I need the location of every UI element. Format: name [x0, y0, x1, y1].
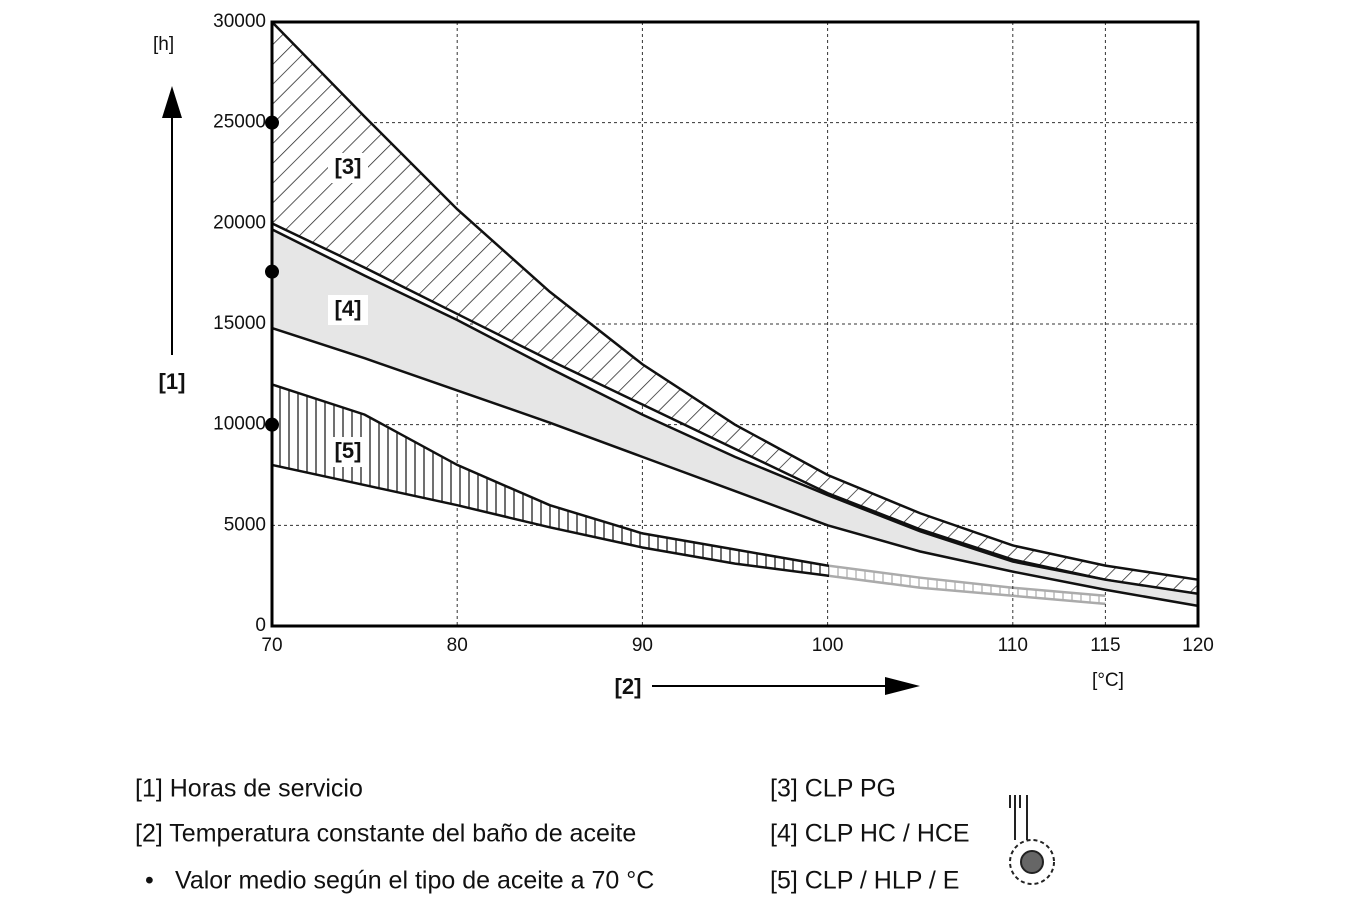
band-upper [271, 383, 829, 568]
x-tick-label: 100 [812, 635, 844, 656]
legend: [1] Horas de servicio [2] Temperatura co… [135, 775, 1055, 895]
band-upper [271, 21, 1199, 581]
y-unit: [h] [153, 34, 174, 55]
legend-item: Valor medio según el tipo de aceite a 70… [175, 867, 654, 895]
x-tick-label: 115 [1090, 635, 1120, 656]
y-tick-label: 10000 [213, 414, 266, 435]
band-area [272, 22, 1198, 596]
x-tick-label: 70 [261, 635, 282, 656]
legend-item: [2] Temperatura constante del baño de ac… [135, 820, 636, 848]
legend-item: [5] CLP / HLP / E [770, 867, 959, 895]
x-tick-label: 90 [632, 635, 653, 656]
band-area [829, 565, 1106, 604]
mean-dot [265, 115, 279, 130]
band-label: [3] [335, 154, 362, 179]
band-upper [829, 564, 1106, 598]
food-grade-icon [1009, 795, 1055, 885]
band-group [271, 21, 1199, 598]
x-arrow-head [885, 677, 920, 695]
band-group [271, 383, 829, 578]
x-unit: [°C] [1092, 670, 1124, 691]
bullet: • [145, 867, 154, 895]
band-label-bg [328, 437, 368, 467]
plot-frame [270, 20, 1200, 628]
y-arrow-head [162, 86, 182, 118]
y-tick-label: 15000 [213, 313, 266, 334]
band-label-bg [328, 295, 368, 325]
y-tick-label: 20000 [213, 212, 266, 233]
mean-dot [265, 417, 279, 432]
band-lower [271, 326, 1199, 608]
legend-item: [1] Horas de servicio [135, 775, 363, 803]
y-tick-label: 30000 [213, 11, 266, 32]
band-label: [4] [335, 296, 362, 321]
legend-item: [4] CLP HC / HCE [770, 820, 970, 848]
band-lower [829, 574, 1106, 606]
y-tick-label: 0 [255, 615, 266, 636]
band-upper [271, 228, 1199, 596]
band-lower [271, 463, 829, 578]
plot: [3] [4] [5] [271, 21, 1199, 627]
y-key: [1] [159, 369, 186, 394]
band-label: [5] [335, 438, 362, 463]
band-group [271, 228, 1199, 608]
legend-item: [3] CLP PG [770, 775, 896, 803]
x-tick-label: 120 [1182, 635, 1214, 656]
x-tick-label: 110 [998, 635, 1028, 656]
x-key: [2] [615, 674, 642, 699]
band-group [829, 564, 1106, 606]
x-tick-label: 80 [447, 635, 468, 656]
y-tick-label: 25000 [213, 112, 266, 133]
y-tick-label: 5000 [224, 514, 266, 535]
band-label-bg [328, 153, 368, 183]
mean-dot [265, 264, 279, 279]
band-lower [271, 222, 1199, 598]
